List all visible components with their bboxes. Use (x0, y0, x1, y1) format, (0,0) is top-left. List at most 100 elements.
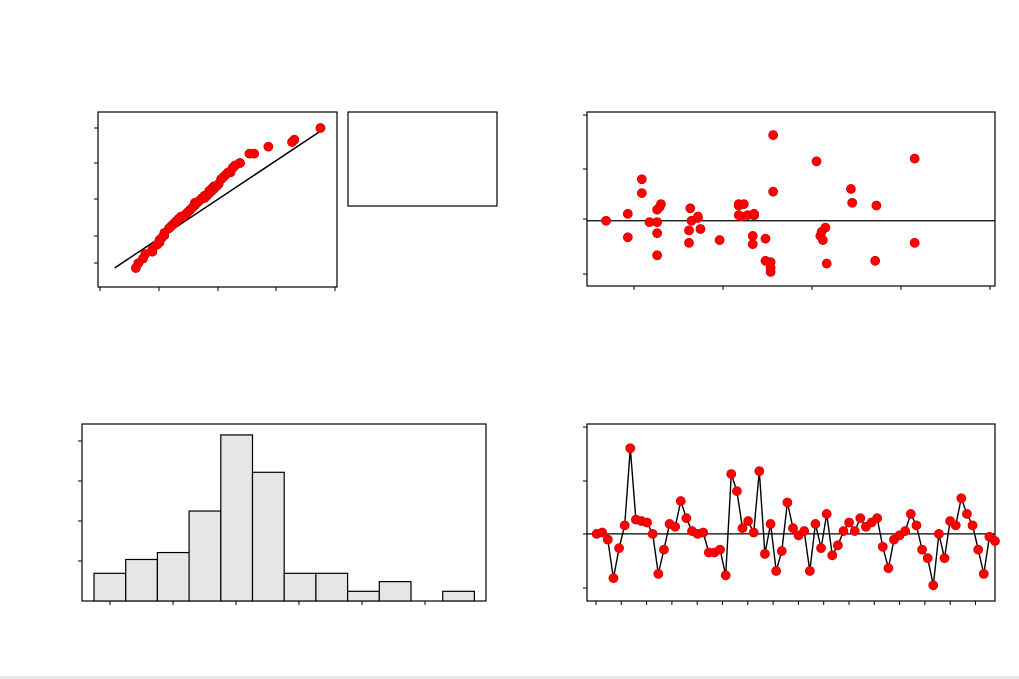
data-point (883, 563, 894, 574)
legend-box (347, 111, 498, 207)
data-point (788, 523, 798, 534)
data-point (601, 215, 612, 226)
data-point (737, 523, 748, 534)
data-point (847, 197, 858, 208)
histogram-bar (251, 471, 285, 602)
data-point (693, 211, 703, 222)
data-point (933, 529, 944, 539)
histogram-bar (93, 572, 127, 602)
data-point (747, 231, 758, 241)
data-point (922, 553, 933, 564)
data-point (695, 224, 706, 234)
data-point (928, 580, 939, 591)
histogram-bar (156, 551, 190, 602)
data-point (675, 496, 686, 506)
data-point (765, 262, 776, 273)
data-point (799, 526, 810, 536)
data-point (804, 566, 815, 576)
data-point (733, 210, 744, 221)
data-point (855, 513, 866, 524)
data-point (821, 258, 832, 269)
data-point (652, 228, 663, 239)
data-point (849, 526, 860, 536)
normal-probability-panel (94, 111, 498, 291)
data-point (652, 217, 663, 228)
data-point (990, 536, 1000, 546)
data-point (768, 186, 779, 197)
data-point (698, 527, 709, 538)
data-point (917, 544, 927, 555)
reference-line (114, 127, 326, 269)
data-point (622, 232, 633, 243)
data-point (749, 208, 759, 219)
data-point (642, 517, 653, 528)
data-point (614, 543, 624, 554)
data-point (602, 534, 613, 545)
plot-frame (586, 423, 996, 602)
data-point (715, 544, 725, 555)
data-point (681, 513, 692, 524)
plot-frame (586, 111, 996, 287)
data-point (871, 200, 882, 211)
data-point (900, 526, 911, 536)
data-point (832, 540, 843, 551)
data-point (608, 573, 619, 584)
data-point (973, 544, 984, 555)
data-point (754, 466, 765, 477)
data-point (619, 520, 630, 531)
data-point (846, 184, 856, 194)
data-point (743, 516, 754, 526)
data-point (911, 520, 922, 531)
data-point (597, 527, 608, 538)
data-point (684, 225, 694, 236)
data-point (768, 130, 779, 140)
data-point (782, 497, 793, 508)
data-point (909, 153, 920, 164)
histogram-panel (78, 423, 487, 605)
histogram-bar (315, 572, 349, 602)
data-point (771, 566, 782, 576)
data-point (950, 520, 961, 531)
data-point (684, 237, 694, 248)
data-point (870, 255, 881, 266)
data-point (670, 521, 681, 532)
data-point (817, 235, 828, 245)
data-point (821, 509, 832, 519)
data-point (726, 469, 737, 479)
data-point (956, 493, 967, 504)
data-point (827, 550, 838, 561)
data-point (622, 208, 633, 219)
histogram-bar (220, 434, 254, 602)
data-point (909, 237, 920, 248)
data-point (647, 529, 658, 539)
data-point (877, 541, 888, 552)
window-bottom-border (0, 676, 1019, 679)
data-point (652, 250, 663, 261)
data-point (760, 548, 770, 559)
data-point (130, 263, 141, 273)
data-point (636, 174, 647, 185)
data-point (720, 570, 731, 581)
data-point (625, 443, 636, 454)
data-point (811, 156, 822, 167)
histogram-bar (347, 590, 380, 602)
data-point (844, 517, 855, 528)
data-point (244, 148, 255, 159)
data-point (738, 199, 749, 210)
data-point (978, 568, 989, 579)
data-point (776, 546, 787, 556)
data-point (905, 509, 916, 519)
data-point (685, 203, 696, 214)
data-point (872, 513, 883, 524)
data-point (287, 137, 297, 147)
data-point (820, 222, 831, 233)
histogram-bar (188, 510, 222, 602)
data-point (263, 141, 274, 152)
data-point (967, 520, 978, 531)
histogram-bar (125, 558, 158, 602)
data-point (315, 123, 326, 133)
data-point (760, 233, 771, 244)
data-point (747, 239, 758, 250)
data-point (731, 486, 742, 496)
